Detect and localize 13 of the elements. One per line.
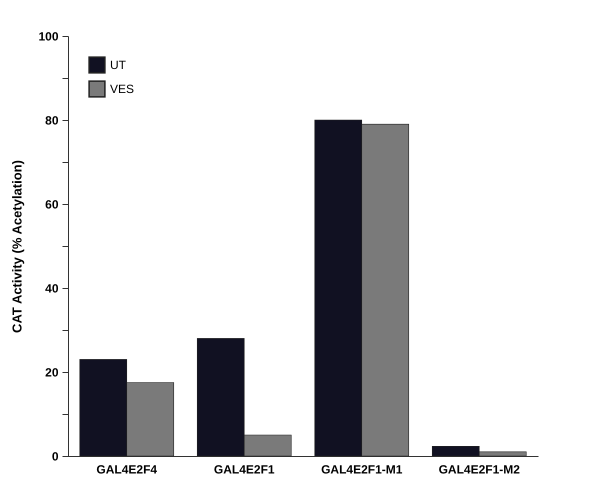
y-tick-label: 20 [45, 366, 59, 380]
x-tick-label: GAL4E2F4 [96, 462, 158, 476]
x-tick-label: GAL4E2F1-M1 [321, 462, 403, 476]
legend-label: VES [110, 82, 134, 96]
x-tick-label: GAL4E2F1-M2 [438, 462, 520, 476]
y-tick-label: 80 [45, 114, 59, 128]
y-tick-label: 60 [45, 198, 59, 212]
y-axis-title: CAT Activity (% Acetylation) [9, 160, 24, 333]
x-tick-label: GAL4E2F1 [214, 462, 275, 476]
y-tick-label: 100 [38, 30, 59, 44]
y-tick-label: 40 [45, 282, 59, 296]
y-tick-label: 0 [52, 450, 59, 464]
legend-label: UT [110, 58, 127, 72]
